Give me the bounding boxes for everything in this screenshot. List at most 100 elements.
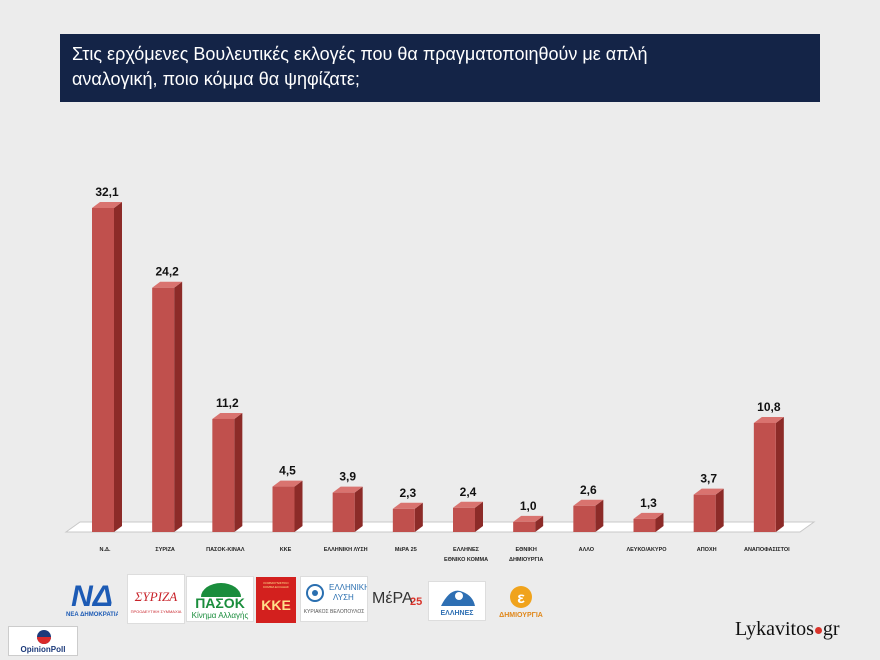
chart-title-box: Στις ερχόμενες Βουλευτικές εκλογές που θ… [60,34,820,102]
chart-title-line-1: Στις ερχόμενες Βουλευτικές εκλογές που θ… [72,44,648,64]
elliniki-lysi-line-1: ΕΛΛΗΝΙΚΗ [329,583,368,592]
nd-logo-caption: ΝΕΑ ΔΗΜΟΚΡΑΤΙΑ [66,612,118,618]
lykavitos-dot-icon [814,626,822,634]
bar-top-9 [633,512,664,519]
bar-side-8 [595,499,604,532]
bar-chart: 32,1 Ν.Δ. 24,2 ΣΥΡΙΖΑ 11,2 ΠΑΣΟΚ-ΚΙΝΑΛ 4,5 ΚΚΕ 3… [64,185,816,563]
pasok-logo: ΠΑΣΟΚ Κίνημα Αλλαγής [186,576,254,622]
value-label-6: 2,4 [460,485,477,499]
dimiourgia-emblem-icon: ε [510,586,532,608]
value-label-11: 10,8 [757,400,781,414]
bar-top-8 [573,499,604,506]
elliniki-lysi-line-2: ΛΥΣΗ [333,593,354,602]
bar-side-7 [535,515,544,532]
bar-side-11 [775,416,784,532]
bar-3 [272,486,295,532]
category-label-11: ΑΝΑΠΟΦΑΣΙΣΤΟΙ [744,547,790,553]
bar-side-1 [174,281,183,532]
pasok-logo-symbol: ΠΑΣΟΚ [195,595,245,611]
kke-logo-symbol: ΚΚΕ [261,597,291,613]
bar-9 [633,518,656,532]
category-label-4: ΕΛΛΗΝΙΚΗ ΛΥΣΗ [324,547,368,553]
bar-side-10 [715,488,724,532]
dimiourgia-logo-symbol: ε [517,590,525,607]
syriza-logo: ΣΥΡΙΖΑ ΠΡΟΟΔΕΥΤΙΚΗ ΣΥΜΜΑΧΙΑ [127,574,185,624]
category-label-1: ΣΥΡΙΖΑ [155,547,175,553]
value-label-5: 2,3 [399,486,416,500]
bar-side-3 [294,480,303,532]
opinionpoll-caption: OpinionPoll [20,645,66,654]
opinionpoll-logo: OpinionPoll [8,626,78,656]
bar-side-0 [114,202,122,532]
bar-top-4 [332,486,363,493]
value-label-1: 24,2 [155,265,179,279]
dimiourgia-logo-caption: ΔΗΜΙΟΥΡΓΙΑ [499,612,543,619]
pasok-logo-caption: Κίνημα Αλλαγής [191,611,249,620]
mera25-logo-number: 25 [410,596,423,608]
bar-2 [212,418,235,532]
bar-top-3 [272,480,303,487]
elliniki-lysi-caption: ΚΥΡΙΑΚΟΣ ΒΕΛΟΠΟΥΛΟΣ [303,609,365,615]
elliniki-lysi-logo: ΕΛΛΗΝΙΚΗ ΛΥΣΗ ΚΥΡΙΑΚΟΣ ΒΕΛΟΠΟΥΛΟΣ [300,576,368,622]
ellines-logo: ΕΛΛΗΝΕΣ [428,581,486,621]
elliniki-lysi-emblem-icon [306,584,324,602]
category-label-7-line-1: ΔΗΜΙΟΥΡΓΙΑ [509,557,543,563]
pasok-sun-icon [201,583,241,597]
value-label-7: 1,0 [520,499,537,513]
opinionpoll-globe-icon [37,630,51,644]
ellines-emblem-icon [441,590,475,606]
bar-0 [92,208,114,532]
chart-floor [64,521,816,533]
category-label-6-line-1: ΕΘΝΙΚΟ ΚΟΜΜΑ [444,557,488,563]
category-label-2: ΠΑΣΟΚ-ΚΙΝΑΛ [206,547,245,553]
value-label-8: 2,6 [580,483,597,497]
bar-side-5 [414,502,423,532]
value-label-0: 32,1 [95,185,119,199]
kke-logo: ΚΟΜΜΟΥΝΙΣΤΙΚΟ ΚΟΜΜΑ ΕΛΛΑΔΑΣ ΚΚΕ [256,577,296,623]
bar-8 [573,505,596,532]
bar-5 [392,508,415,532]
nd-logo-symbol: ΝΔ [71,580,113,613]
syriza-logo-symbol: ΣΥΡΙΖΑ [134,589,178,604]
category-label-7-line-0: ΕΘΝΙΚΗ [515,547,536,553]
category-label-10: ΑΠΟΧΗ [697,547,717,553]
lykavitos-brand-left: Lykavitos [735,618,814,640]
category-label-8: ΑΛΛΟ [579,547,595,553]
value-label-10: 3,7 [700,472,717,486]
bar-top-2 [212,412,243,419]
value-label-9: 1,3 [640,496,657,510]
value-label-2: 11,2 [216,396,239,410]
ellines-logo-caption: ΕΛΛΗΝΕΣ [440,610,474,617]
lykavitos-brand: Lykavitos gr [735,618,840,641]
kke-logo-caption: ΚΟΜΜΟΥΝΙΣΤΙΚΟ ΚΟΜΜΑ ΕΛΛΑΔΑΣ [263,581,289,589]
bar-top-6 [453,501,483,508]
category-label-6-line-0: ΕΛΛΗΝΕΣ [453,547,480,553]
dimiourgia-logo: ε ΔΗΜΙΟΥΡΓΙΑ [494,584,548,624]
bar-11 [753,422,776,532]
bar-top-5 [392,502,423,509]
bar-7 [513,521,536,532]
category-label-9: ΛΕΥΚΟ/ΑΚΥΡΟ [626,547,667,553]
value-label-3: 4,5 [279,464,296,478]
bar-top-7 [513,515,544,522]
nd-logo: ΝΔ ΝΕΑ ΔΗΜΟΚΡΑΤΙΑ [66,574,118,622]
nd-logo-mark: ΝΔ [71,580,113,613]
chart-title-line-2: αναλογική, ποιο κόμμα θα ψηφίζατε; [72,69,360,89]
bar-6 [453,507,475,532]
value-label-4: 3,9 [339,470,356,484]
category-label-5: ΜέΡΑ 25 [395,547,417,553]
bar-top-11 [753,416,784,423]
category-label-3: ΚΚΕ [280,547,292,553]
bar-side-9 [655,512,664,532]
category-label-0: Ν.Δ. [100,547,111,553]
mera25-logo-symbol: ΜέΡΑ [372,590,413,607]
bar-top-0 [92,202,122,208]
bar-side-4 [354,486,363,532]
bar-1 [152,287,175,532]
syriza-logo-caption: ΠΡΟΟΔΕΥΤΙΚΗ ΣΥΜΜΑΧΙΑ [130,609,182,614]
lykavitos-brand-right: gr [822,618,840,640]
mera25-logo: ΜέΡΑ 25 [372,586,426,616]
bar-10 [693,494,716,532]
bar-side-6 [475,501,483,532]
bar-top-1 [152,281,183,288]
